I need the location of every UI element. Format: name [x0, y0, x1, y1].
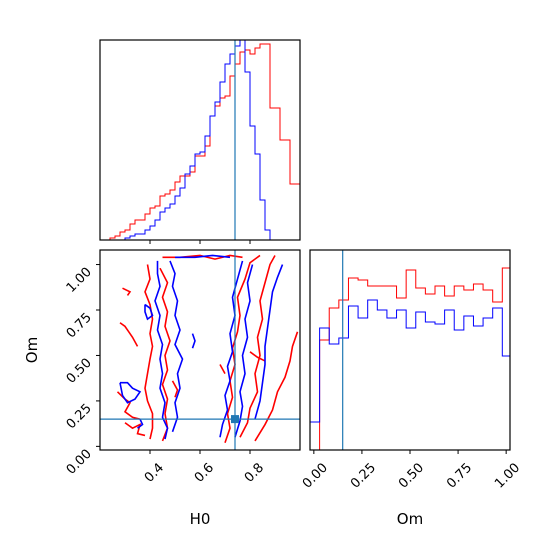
om-histogram-series-red: [310, 267, 511, 451]
contour-red: [159, 267, 171, 442]
contour-red: [122, 287, 132, 296]
joint-y-tick-label: 1.00: [64, 265, 95, 296]
h0-histogram-series-red: [100, 43, 301, 241]
contour-red: [171, 380, 179, 398]
joint-x-tick-label: 0.8: [242, 460, 267, 485]
h0-histogram-content: [100, 39, 301, 244]
om-x-tick-label: 0.25: [348, 460, 379, 491]
om-x-tick-label: 1.00: [492, 460, 523, 491]
contour-blue: [154, 260, 169, 440]
joint-y-tick-label: 0.25: [64, 401, 95, 432]
om-histogram-panel: 0.00 0.25 0.50 0.75 1.00: [300, 249, 523, 492]
joint-x-tick-label: 0.6: [192, 460, 217, 485]
om-x-tick-label: 0.75: [444, 460, 475, 491]
joint-contour-content: [100, 250, 300, 450]
contour-blue: [119, 381, 142, 404]
contour-blue: [191, 333, 196, 349]
y-axis-label-om: Om: [23, 337, 41, 363]
joint-y-tick-label: 0.00: [64, 447, 95, 478]
om-histogram-frame: [309, 249, 511, 451]
om-histogram-content: [309, 250, 511, 451]
contour-blue: [254, 264, 284, 420]
contour-red: [239, 255, 276, 438]
joint-y-tick-label: 0.75: [64, 310, 95, 341]
joint-y-tick-label: 0.50: [64, 356, 95, 387]
contour-blue: [169, 260, 184, 433]
joint-x-tick-label: 0.4: [142, 460, 167, 485]
contour-red: [224, 254, 261, 443]
om-histogram-series-blue: [309, 299, 511, 450]
om-x-tick-label: 0.50: [396, 460, 427, 491]
contour-blue: [219, 260, 244, 438]
contour-red: [219, 364, 226, 375]
joint-contour-frame: [99, 249, 301, 451]
contour-red: [254, 331, 299, 442]
om-ticks: 0.00 0.25 0.50 0.75 1.00: [300, 450, 523, 492]
contour-blue: [137, 418, 144, 429]
contour-blue: [234, 264, 254, 438]
contour-blue: [144, 303, 154, 321]
h0-histogram-panel: [99, 39, 301, 244]
joint-contour-panel: 0.4 0.6 0.8 0.00 0.25 0.50 0.75 1.00: [64, 249, 301, 486]
contour-red: [249, 351, 266, 362]
x-axis-label-om: Om: [397, 510, 423, 528]
x-axis-label-h0: H0: [190, 510, 211, 528]
contour-red: [124, 422, 146, 437]
h0-histogram-frame: [99, 39, 301, 241]
h0-histogram-series-blue: [100, 39, 300, 241]
joint-truth-marker: [231, 415, 239, 424]
om-x-tick-label: 0.00: [300, 460, 331, 491]
contour-red: [144, 264, 154, 440]
contour-blue: [175, 254, 231, 259]
contour-red: [119, 322, 139, 347]
